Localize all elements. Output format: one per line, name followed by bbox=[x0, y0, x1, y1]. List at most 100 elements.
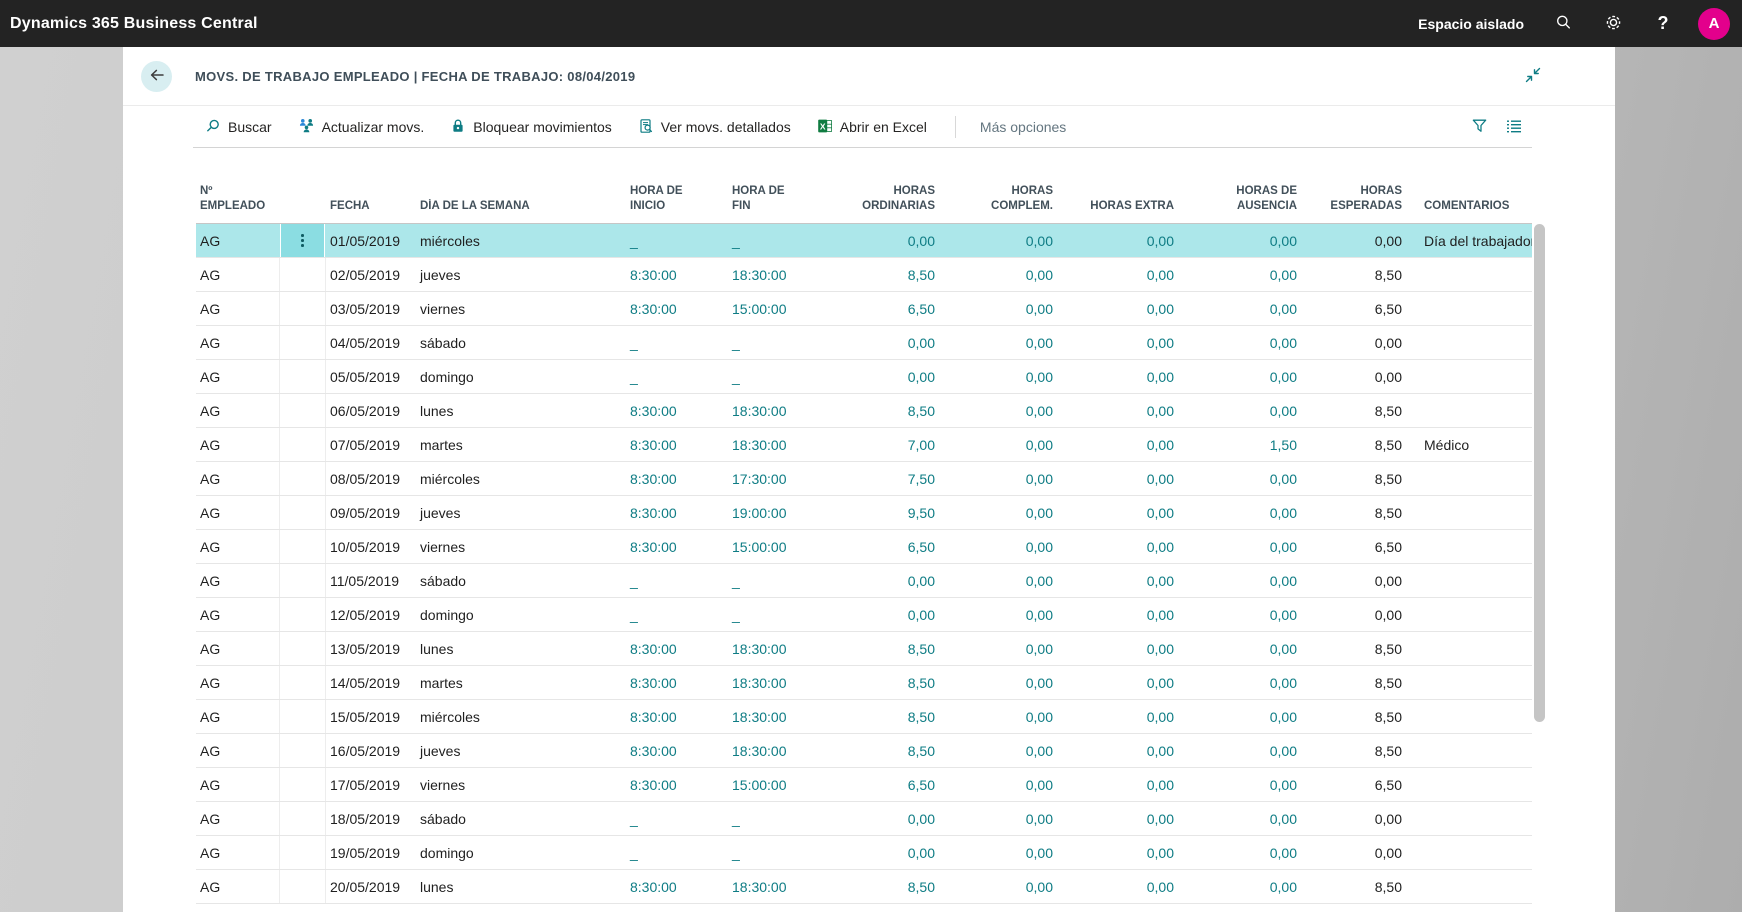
cell-fecha[interactable]: 18/05/2019 bbox=[330, 810, 401, 827]
cell-horas-esperadas[interactable]: 8,50 bbox=[1374, 878, 1402, 895]
cell-fecha[interactable]: 20/05/2019 bbox=[330, 878, 401, 895]
cell-hora-inicio[interactable]: _ bbox=[630, 334, 638, 351]
cell-fecha[interactable]: 07/05/2019 bbox=[330, 436, 401, 453]
abrir-en-excel-button[interactable]: X Abrir en Excel bbox=[817, 118, 927, 137]
table-row[interactable]: AG 20/05/2019 lunes 8:30:00 18:30:00 8,5… bbox=[196, 870, 1532, 904]
cell-dia[interactable]: sábado bbox=[420, 810, 466, 827]
cell-horas-complem[interactable]: 0,00 bbox=[1025, 844, 1053, 861]
column-header-complem[interactable]: HORAS COMPLEM. bbox=[991, 185, 1053, 212]
cell-empleado[interactable]: AG bbox=[196, 700, 280, 733]
cell-comentarios[interactable] bbox=[1412, 462, 1532, 495]
cell-horas-ausencia[interactable]: 0,00 bbox=[1269, 810, 1297, 827]
cell-fecha[interactable]: 14/05/2019 bbox=[330, 674, 401, 691]
cell-horas-extra[interactable]: 0,00 bbox=[1146, 776, 1174, 793]
cell-fecha[interactable]: 15/05/2019 bbox=[330, 708, 401, 725]
cell-horas-ordinarias[interactable]: 0,00 bbox=[907, 572, 935, 589]
cell-dia[interactable]: jueves bbox=[420, 266, 461, 283]
cell-fecha[interactable]: 06/05/2019 bbox=[330, 402, 401, 419]
cell-dia[interactable]: miércoles bbox=[420, 470, 480, 487]
cell-hora-inicio[interactable]: 8:30:00 bbox=[630, 640, 677, 657]
cell-horas-ausencia[interactable]: 0,00 bbox=[1269, 470, 1297, 487]
cell-horas-esperadas[interactable]: 8,50 bbox=[1374, 436, 1402, 453]
settings-button[interactable] bbox=[1588, 0, 1638, 47]
cell-horas-extra[interactable]: 0,00 bbox=[1146, 572, 1174, 589]
cell-empleado[interactable]: AG bbox=[196, 564, 280, 597]
cell-dia[interactable]: miércoles bbox=[420, 232, 480, 249]
cell-comentarios[interactable] bbox=[1412, 394, 1532, 427]
cell-hora-fin[interactable]: 15:00:00 bbox=[732, 776, 787, 793]
cell-horas-ausencia[interactable]: 0,00 bbox=[1269, 368, 1297, 385]
cell-empleado[interactable]: AG bbox=[196, 768, 280, 801]
cell-horas-complem[interactable]: 0,00 bbox=[1025, 266, 1053, 283]
cell-hora-fin[interactable]: _ bbox=[732, 606, 740, 623]
table-row[interactable]: AG 14/05/2019 martes 8:30:00 18:30:00 8,… bbox=[196, 666, 1532, 700]
cell-horas-complem[interactable]: 0,00 bbox=[1025, 470, 1053, 487]
cell-horas-ordinarias[interactable]: 9,50 bbox=[907, 504, 935, 521]
cell-empleado[interactable]: AG bbox=[196, 802, 280, 835]
cell-horas-esperadas[interactable]: 0,00 bbox=[1374, 606, 1402, 623]
cell-fecha[interactable]: 12/05/2019 bbox=[330, 606, 401, 623]
cell-hora-inicio[interactable]: _ bbox=[630, 606, 638, 623]
cell-empleado[interactable]: AG bbox=[196, 496, 280, 529]
cell-horas-extra[interactable]: 0,00 bbox=[1146, 368, 1174, 385]
cell-dia[interactable]: viernes bbox=[420, 300, 466, 317]
column-header-ordinarias[interactable]: HORAS ORDINARIAS bbox=[862, 185, 935, 212]
cell-horas-ausencia[interactable]: 0,00 bbox=[1269, 538, 1297, 555]
table-row[interactable]: AG 06/05/2019 lunes 8:30:00 18:30:00 8,5… bbox=[196, 394, 1532, 428]
vertical-scrollbar[interactable] bbox=[1534, 224, 1546, 912]
cell-horas-complem[interactable]: 0,00 bbox=[1025, 810, 1053, 827]
cell-comentarios[interactable] bbox=[1412, 870, 1532, 903]
table-row[interactable]: AG 07/05/2019 martes 8:30:00 18:30:00 7,… bbox=[196, 428, 1532, 462]
cell-horas-ausencia[interactable]: 0,00 bbox=[1269, 572, 1297, 589]
cell-horas-extra[interactable]: 0,00 bbox=[1146, 232, 1174, 249]
cell-hora-inicio[interactable]: 8:30:00 bbox=[630, 742, 677, 759]
cell-hora-fin[interactable]: 18:30:00 bbox=[732, 266, 787, 283]
cell-empleado[interactable]: AG bbox=[196, 836, 280, 869]
row-ellipsis-button[interactable] bbox=[280, 224, 325, 257]
cell-horas-ausencia[interactable]: 0,00 bbox=[1269, 878, 1297, 895]
cell-dia[interactable]: domingo bbox=[420, 606, 474, 623]
cell-comentarios[interactable] bbox=[1412, 292, 1532, 325]
cell-hora-fin[interactable]: _ bbox=[732, 368, 740, 385]
cell-fecha[interactable]: 16/05/2019 bbox=[330, 742, 401, 759]
cell-horas-complem[interactable]: 0,00 bbox=[1025, 368, 1053, 385]
cell-fecha[interactable]: 10/05/2019 bbox=[330, 538, 401, 555]
cell-horas-complem[interactable]: 0,00 bbox=[1025, 572, 1053, 589]
cell-horas-complem[interactable]: 0,00 bbox=[1025, 878, 1053, 895]
collapse-button[interactable] bbox=[1523, 65, 1543, 88]
column-header-empleado[interactable]: Nº EMPLEADO bbox=[200, 185, 266, 212]
cell-empleado[interactable]: AG bbox=[196, 360, 280, 393]
cell-hora-fin[interactable]: 18:30:00 bbox=[732, 674, 787, 691]
cell-horas-complem[interactable]: 0,00 bbox=[1025, 674, 1053, 691]
cell-empleado[interactable]: AG bbox=[196, 598, 280, 631]
cell-hora-inicio[interactable]: _ bbox=[630, 810, 638, 827]
cell-horas-complem[interactable]: 0,00 bbox=[1025, 300, 1053, 317]
cell-horas-complem[interactable]: 0,00 bbox=[1025, 742, 1053, 759]
search-button[interactable] bbox=[1538, 0, 1588, 47]
table-row[interactable]: AG 19/05/2019 domingo _ _ 0,00 0,00 0,00… bbox=[196, 836, 1532, 870]
cell-horas-extra[interactable]: 0,00 bbox=[1146, 300, 1174, 317]
back-button[interactable] bbox=[141, 60, 172, 92]
cell-horas-ordinarias[interactable]: 7,00 bbox=[907, 436, 935, 453]
table-row[interactable]: AG 15/05/2019 miércoles 8:30:00 18:30:00… bbox=[196, 700, 1532, 734]
cell-horas-esperadas[interactable]: 6,50 bbox=[1374, 776, 1402, 793]
cell-dia[interactable]: domingo bbox=[420, 844, 474, 861]
cell-horas-ordinarias[interactable]: 8,50 bbox=[907, 708, 935, 725]
cell-empleado[interactable]: AG bbox=[196, 326, 280, 359]
cell-horas-complem[interactable]: 0,00 bbox=[1025, 436, 1053, 453]
cell-comentarios[interactable]: Médico bbox=[1424, 436, 1470, 453]
cell-horas-ordinarias[interactable]: 6,50 bbox=[907, 300, 935, 317]
cell-horas-extra[interactable]: 0,00 bbox=[1146, 708, 1174, 725]
cell-hora-fin[interactable]: 18:30:00 bbox=[732, 436, 787, 453]
table-row[interactable]: AG 02/05/2019 jueves 8:30:00 18:30:00 8,… bbox=[196, 258, 1532, 292]
cell-fecha[interactable]: 01/05/2019 bbox=[330, 232, 401, 249]
cell-horas-complem[interactable]: 0,00 bbox=[1025, 504, 1053, 521]
cell-empleado[interactable]: AG bbox=[196, 666, 280, 699]
cell-empleado[interactable]: AG bbox=[196, 530, 280, 563]
cell-empleado[interactable]: AG bbox=[196, 258, 280, 291]
column-header-inicio[interactable]: HORA DE INICIO bbox=[630, 185, 683, 212]
cell-horas-esperadas[interactable]: 8,50 bbox=[1374, 674, 1402, 691]
cell-comentarios[interactable] bbox=[1412, 802, 1532, 835]
filter-button[interactable] bbox=[1471, 117, 1488, 137]
cell-horas-ausencia[interactable]: 0,00 bbox=[1269, 232, 1297, 249]
